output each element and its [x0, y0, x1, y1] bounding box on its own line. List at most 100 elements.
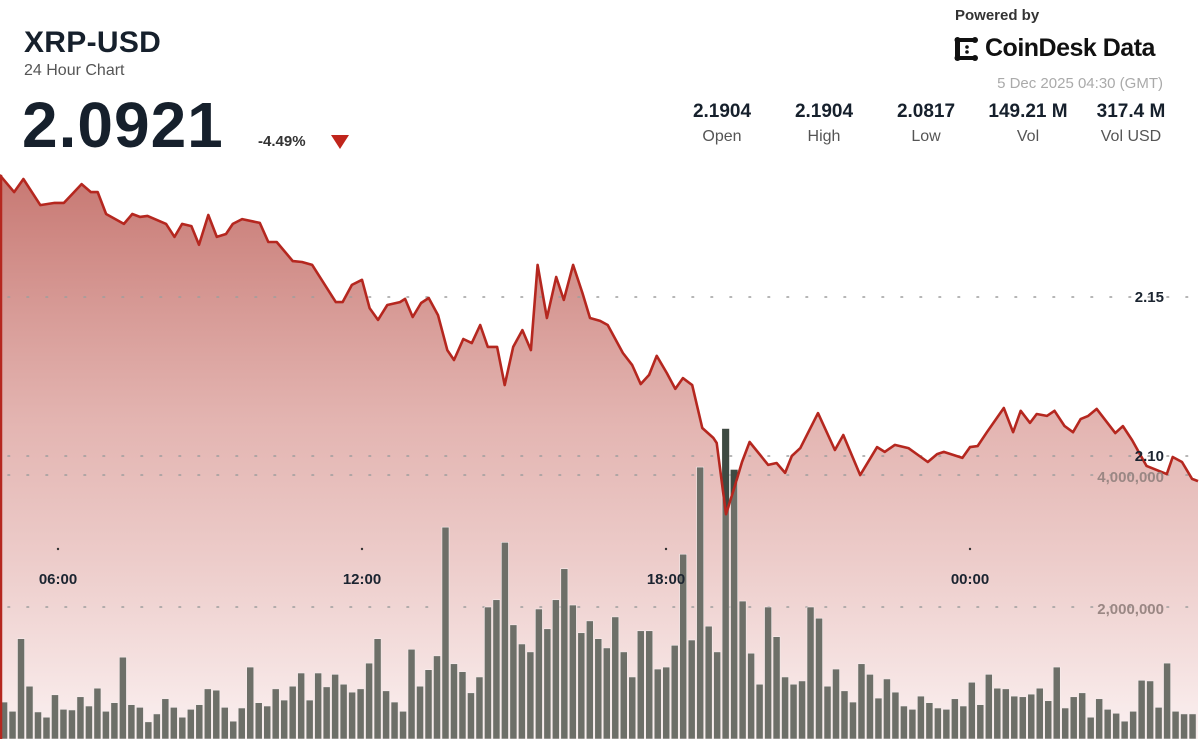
volume-bar	[93, 687, 102, 739]
volume-bar	[1078, 692, 1087, 739]
volume-bar	[186, 708, 195, 739]
volume-bar	[993, 687, 1002, 739]
coindesk-logo: CoinDesk Data	[953, 34, 1155, 63]
volume-bar	[781, 676, 789, 739]
volume-bar	[1120, 720, 1129, 739]
volume-bar	[450, 663, 458, 739]
stat-value: 2.0817	[896, 101, 956, 122]
time-axis-label: 18:00	[647, 571, 685, 588]
volume-bar	[798, 680, 806, 739]
volume-bar	[314, 672, 322, 739]
stat-vol-usd: 317.4 M Vol USD	[1081, 101, 1181, 146]
volume-bar	[917, 695, 925, 739]
volume-bar	[441, 526, 450, 739]
volume-bar	[263, 705, 272, 739]
volume-bar	[271, 688, 280, 739]
stat-label: Vol	[1016, 128, 1040, 145]
time-tick-mark	[360, 547, 364, 551]
volume-bar	[365, 662, 373, 739]
volume-bar	[628, 676, 637, 739]
volume-bar	[17, 638, 25, 739]
volume-bar	[110, 702, 119, 739]
volume-bar	[806, 606, 815, 739]
volume-bar	[577, 632, 586, 739]
volume-bar	[254, 702, 263, 739]
volume-bar	[772, 636, 781, 739]
volume-bar	[755, 683, 764, 739]
volume-bar	[1154, 707, 1163, 739]
volume-bar	[976, 704, 985, 739]
volume-bar	[42, 716, 51, 739]
volume-bar	[144, 721, 153, 739]
volume-bar	[840, 690, 849, 739]
volume-bar	[382, 690, 390, 739]
time-axis-label: 06:00	[39, 571, 77, 588]
volume-bar	[738, 600, 747, 739]
volume-bar	[1027, 693, 1036, 739]
volume-bar	[619, 651, 628, 739]
powered-by-label: Powered by	[955, 7, 1040, 24]
volume-bar	[959, 705, 968, 739]
volume-bar	[696, 466, 705, 739]
volume-bar	[1018, 696, 1027, 739]
volume-bar	[220, 707, 229, 739]
volume-bar	[1112, 712, 1120, 739]
volume-bar	[246, 666, 255, 739]
volume-bar	[1001, 688, 1010, 739]
volume-bar	[1129, 710, 1137, 739]
volume-bar	[543, 628, 552, 739]
volume-bar	[297, 672, 306, 739]
volume-bar	[424, 669, 433, 739]
price-axis-label: 2.10	[1135, 448, 1164, 465]
stat-open: 2.1904 Open	[672, 101, 772, 146]
volume-bar	[535, 608, 543, 739]
volume-bar	[178, 716, 187, 739]
volume-bar	[568, 604, 577, 739]
stat-label: Vol USD	[1100, 128, 1162, 145]
stat-value: 149.21 M	[988, 101, 1068, 122]
price-change: -4.49%	[258, 133, 306, 150]
volume-bar	[552, 599, 560, 739]
time-tick-mark	[664, 547, 668, 551]
volume-bar	[356, 688, 365, 739]
price-area-fill	[0, 175, 1199, 739]
volume-bar	[942, 708, 951, 739]
symbol-title: XRP-USD	[24, 26, 162, 59]
volume-bar	[951, 698, 959, 739]
down-triangle-icon	[331, 135, 349, 149]
volume-bar	[8, 710, 17, 739]
volume-bar	[815, 617, 823, 739]
volume-bar	[891, 691, 900, 739]
volume-bar	[1052, 666, 1061, 739]
volume-bar	[967, 681, 976, 739]
volume-bar	[1163, 662, 1171, 739]
volume-bar	[475, 676, 484, 739]
volume-bar	[59, 708, 68, 739]
volume-bar	[526, 651, 535, 739]
volume-bar	[832, 668, 840, 739]
price-axis-label: 2.15	[1135, 289, 1164, 306]
volume-bar	[704, 625, 713, 739]
volume-bar	[1086, 716, 1095, 739]
volume-bar	[85, 705, 93, 739]
volume-bar	[857, 663, 866, 739]
stat-vol: 149.21 M Vol	[978, 101, 1078, 146]
time-tick-mark	[968, 547, 972, 551]
volume-bar	[407, 648, 416, 739]
volume-bar	[153, 713, 161, 739]
volume-bar	[687, 639, 696, 739]
stat-value: 317.4 M	[1096, 101, 1166, 122]
volume-bar	[501, 542, 509, 739]
time-axis-label: 00:00	[951, 571, 989, 588]
volume-bar	[1103, 708, 1112, 739]
volume-bar	[322, 686, 331, 739]
volume-bar	[1188, 713, 1197, 739]
volume-axis-label: 4,000,000	[1097, 469, 1164, 486]
volume-bar	[229, 720, 238, 739]
volume-bar	[874, 697, 883, 739]
stat-value: 2.1904	[692, 101, 752, 122]
volume-bar	[203, 688, 212, 739]
time-tick-mark	[56, 547, 60, 551]
stat-value: 2.1904	[794, 101, 854, 122]
